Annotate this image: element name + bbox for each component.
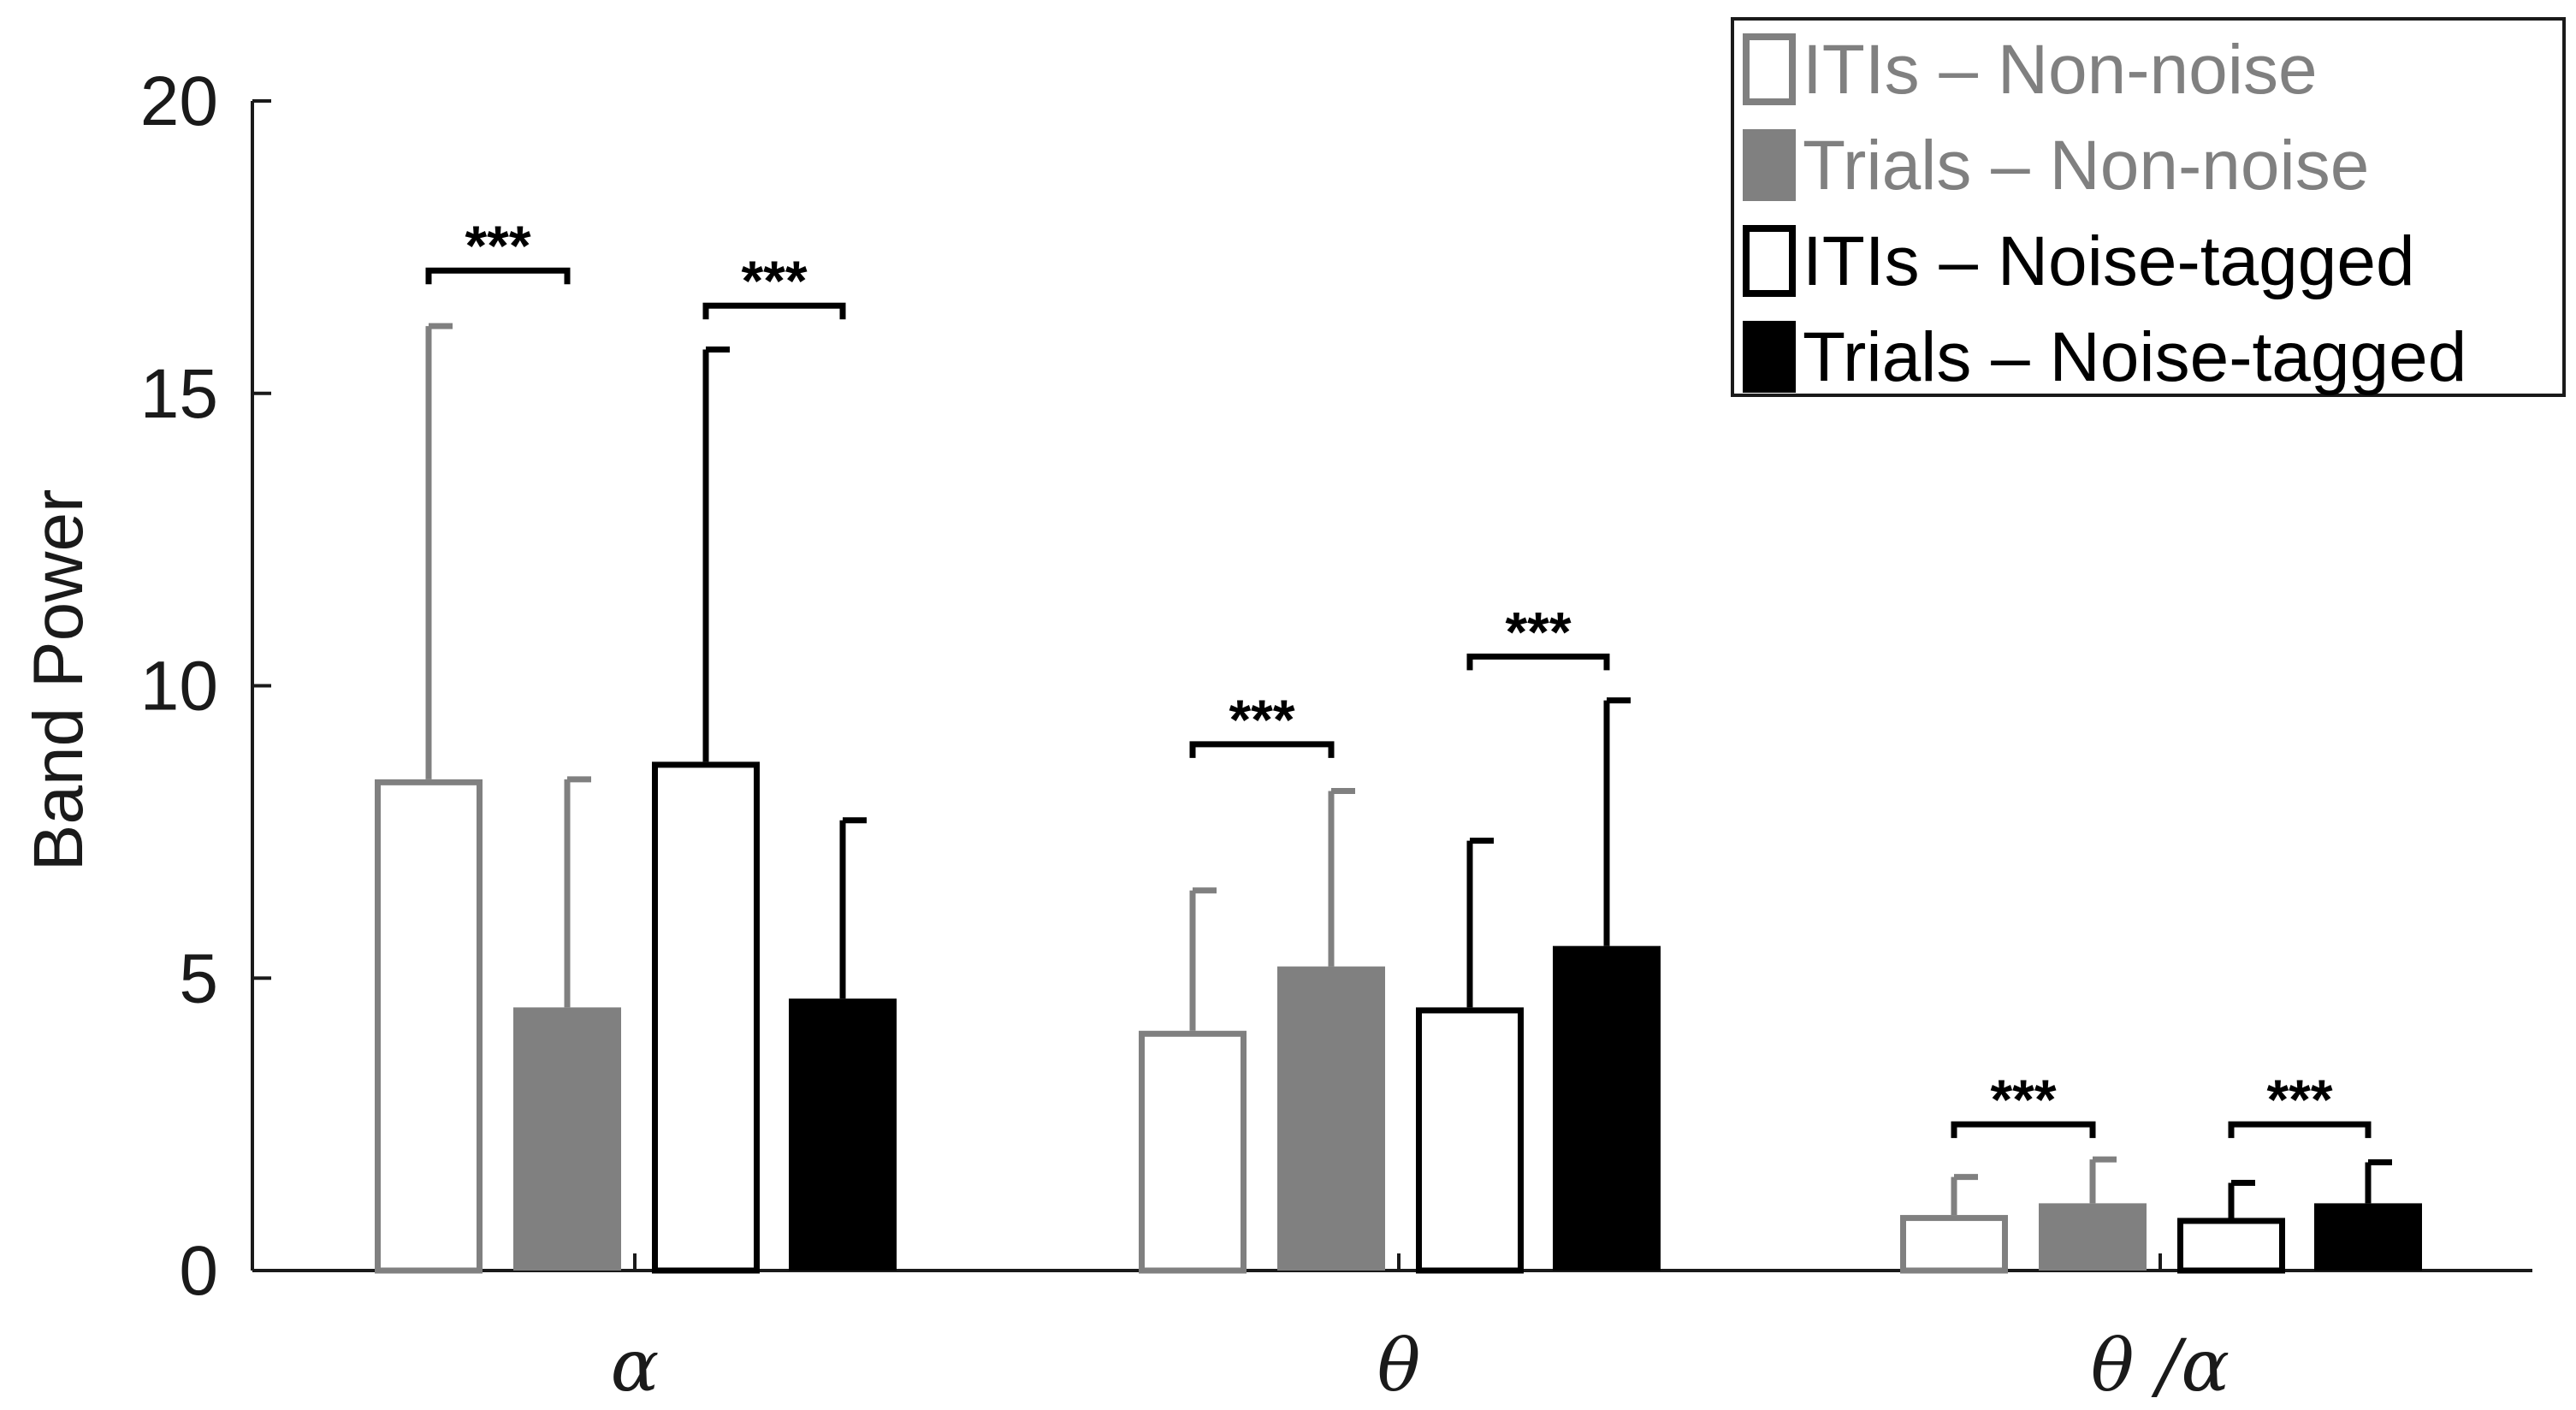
legend-label: Trials – Noise-tagged — [1803, 318, 2466, 396]
bar — [1900, 1215, 2008, 1274]
bracket-line — [1951, 1121, 2096, 1139]
series-1 — [513, 776, 2147, 1271]
legend-swatch — [1743, 129, 1796, 201]
significance-bracket: *** — [2228, 1068, 2372, 1139]
legend-swatch — [1743, 33, 1796, 105]
bar — [789, 998, 897, 1271]
bar — [2314, 1203, 2422, 1271]
series-2 — [652, 346, 2285, 1274]
y-tick-label: 0 — [179, 1232, 218, 1310]
legend-box — [1731, 17, 2566, 397]
legend-label: ITIs – Non-noise — [1803, 31, 2318, 109]
bracket-line — [1466, 653, 1610, 671]
bars — [375, 323, 2422, 1274]
x-tick-label: θ /α — [2091, 1324, 2230, 1407]
series-3 — [789, 697, 2422, 1271]
legend-label: ITIs – Noise-tagged — [1803, 222, 2415, 300]
legend-swatch — [1743, 321, 1796, 393]
bar — [1139, 1030, 1247, 1274]
legend-label: Trials – Non-noise — [1803, 127, 2369, 204]
bar — [375, 779, 483, 1274]
series-0 — [375, 323, 2008, 1274]
y-tick-label: 20 — [140, 62, 218, 140]
significance-bracket: *** — [1189, 688, 1335, 758]
y-tick-label: 5 — [179, 939, 218, 1017]
x-tick-label: θ — [1377, 1324, 1421, 1407]
significance-label: *** — [1990, 1068, 2056, 1131]
bar — [1277, 966, 1385, 1271]
significance-bracket: *** — [425, 214, 571, 285]
y-tick-label: 15 — [140, 355, 218, 433]
legend-swatch — [1743, 225, 1796, 297]
bracket-line — [1189, 741, 1335, 758]
bracket-line — [425, 267, 571, 285]
significance-markers: *** *** *** *** *** *** — [425, 214, 2372, 1139]
bar — [1416, 1007, 1524, 1274]
bar — [1553, 945, 1661, 1271]
bar — [513, 1007, 621, 1271]
significance-bracket: *** — [1466, 600, 1610, 671]
axes: 0 5 10 15 20 α θ θ /α — [140, 62, 2532, 1407]
y-tick-label: 10 — [140, 648, 218, 726]
significance-label: *** — [741, 249, 807, 312]
y-axis-label: Band Power — [20, 489, 98, 872]
significance-label: *** — [2266, 1068, 2332, 1131]
significance-label: *** — [465, 214, 530, 277]
legend: ITIs – Non-noise Trials – Non-noise ITIs –… — [1731, 17, 2566, 397]
bar — [652, 761, 760, 1274]
bracket-line — [2228, 1121, 2372, 1139]
bracket-line — [702, 302, 846, 320]
bar — [2177, 1217, 2285, 1274]
x-tick-label: α — [611, 1324, 660, 1407]
significance-bracket: *** — [702, 249, 846, 320]
bar — [2039, 1203, 2147, 1271]
significance-label: *** — [1229, 688, 1294, 751]
significance-label: *** — [1505, 600, 1571, 663]
significance-bracket: *** — [1951, 1068, 2096, 1139]
